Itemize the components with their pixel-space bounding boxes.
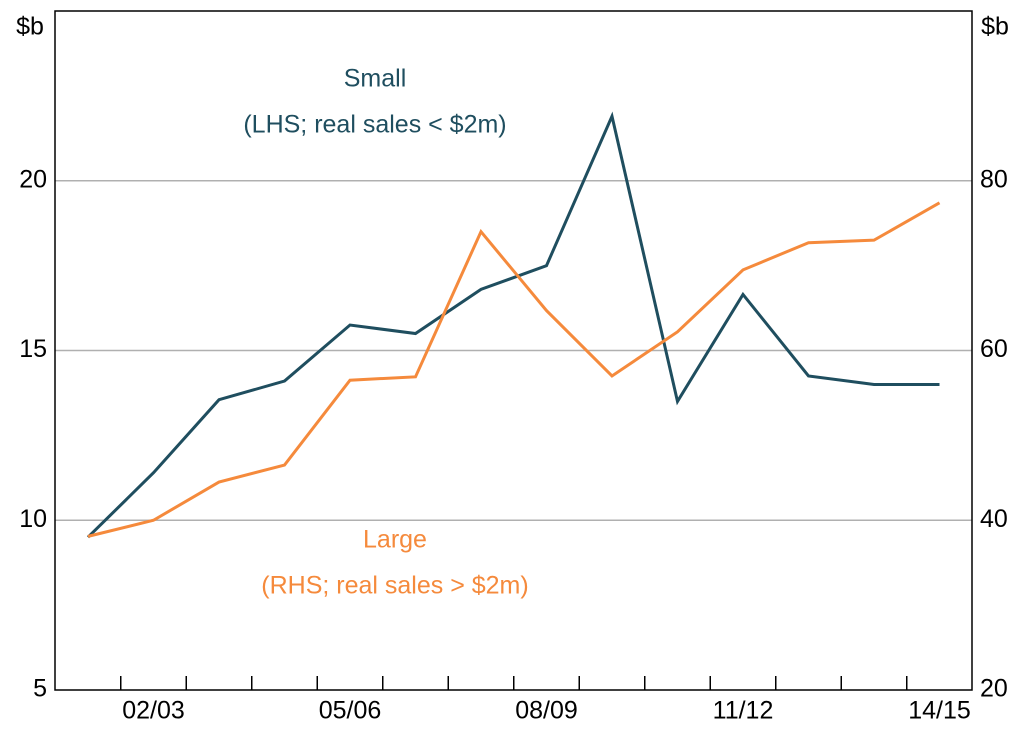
x-tick-label: 11/12 (713, 697, 774, 725)
annotation: Large (363, 526, 427, 554)
y2-tick-label: 80 (980, 165, 1008, 193)
x-tick-label: 05/06 (319, 697, 382, 725)
y-tick-label: 5 (33, 675, 47, 703)
series-line (86, 111, 940, 539)
y2-unit-label: $b (981, 13, 1009, 41)
series-line (87, 201, 941, 538)
y-tick-label: 10 (19, 505, 47, 533)
y2-tick-label: 60 (980, 335, 1008, 363)
annotation: Small (344, 65, 407, 93)
y-tick-label: 15 (19, 335, 47, 363)
y-unit-label: $b (16, 13, 44, 41)
y2-tick-label: 40 (980, 505, 1008, 533)
x-tick-label: 14/15 (908, 697, 971, 725)
y-tick-label: 20 (19, 165, 47, 193)
x-tick-label: 02/03 (122, 697, 185, 725)
annotation: (LHS; real sales < $2m) (243, 111, 506, 139)
annotation: (RHS; real sales > $2m) (261, 572, 528, 600)
y2-tick-label: 20 (980, 675, 1008, 703)
x-tick-label: 08/09 (515, 697, 578, 725)
